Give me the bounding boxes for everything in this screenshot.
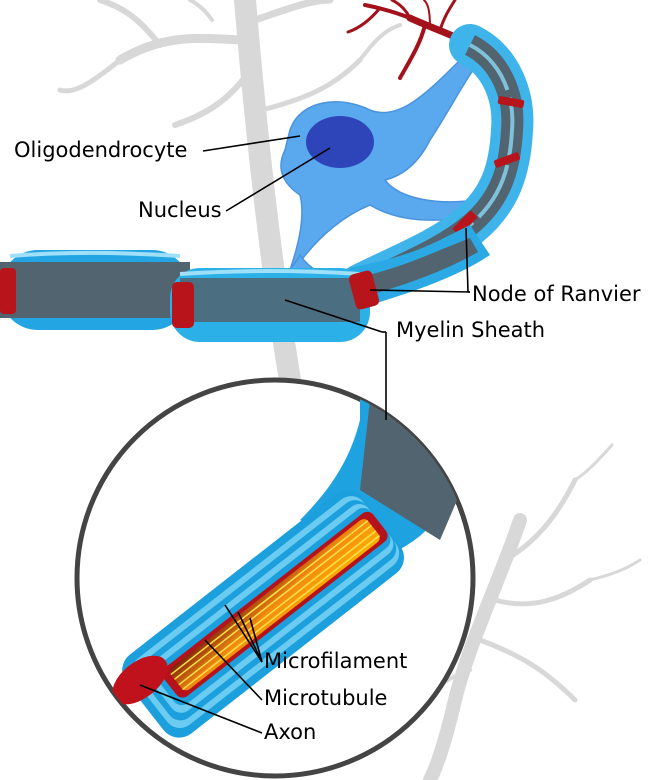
label-axon: Axon	[264, 720, 317, 744]
label-oligodendrocyte: Oligodendrocyte	[14, 138, 188, 162]
label-microtubule: Microtubule	[264, 686, 388, 710]
axon-cap	[112, 655, 168, 705]
leader-lines	[139, 135, 471, 734]
magnified-axon	[112, 380, 470, 738]
nucleus-shape	[306, 116, 374, 168]
main-axon	[0, 225, 490, 342]
label-myelin-sheath: Myelin Sheath	[396, 318, 546, 342]
upper-nodes	[453, 96, 525, 235]
label-microfilament: Microfilament	[264, 649, 408, 673]
label-node-of-ranvier: Node of Ranvier	[472, 282, 641, 306]
nodes-of-ranvier	[0, 268, 380, 328]
dendrite-branch	[346, 0, 466, 80]
label-nucleus: Nucleus	[138, 198, 222, 222]
